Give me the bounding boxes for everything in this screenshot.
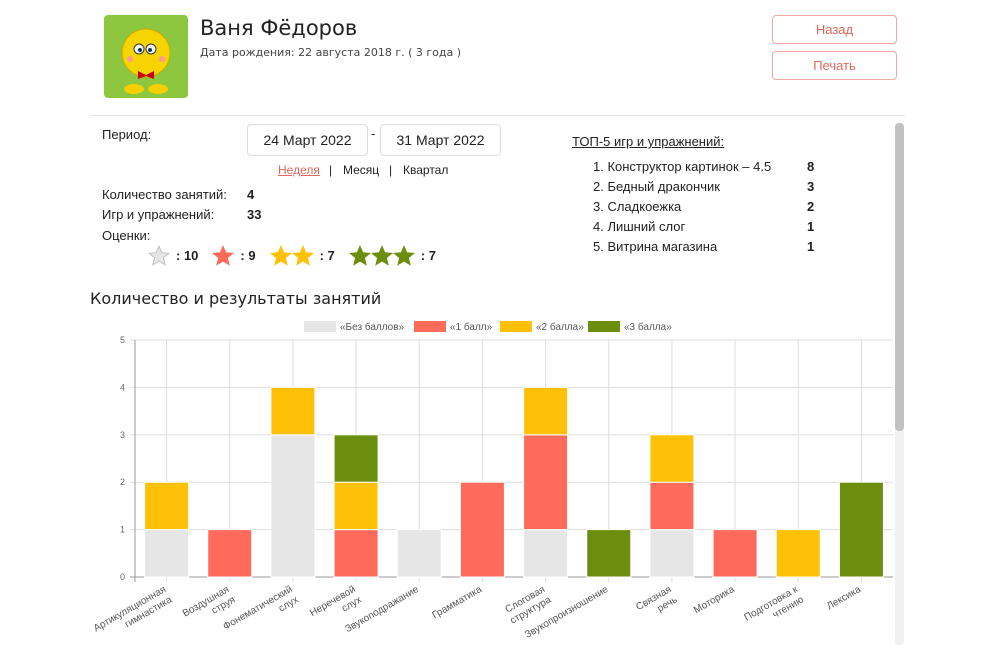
bar-segment [523, 434, 569, 531]
birth-date: Дата рождения: 22 августа 2018 г. ( 3 го… [200, 46, 462, 59]
bar-segment [144, 529, 190, 578]
grade-3-stars: : 7 [348, 245, 436, 266]
list-item: 5. Витрина магазина 1 [593, 239, 815, 254]
y-tick-label: 3 [120, 430, 125, 440]
legend-label: «3 балла» [624, 321, 672, 333]
bar-segment [144, 481, 190, 531]
legend-label: «2 балла» [536, 321, 584, 333]
grade-count: : 7 [319, 248, 335, 263]
grade-0-stars: : 10 [148, 245, 198, 266]
grade-count: : 9 [240, 248, 256, 263]
star-icon [148, 245, 170, 266]
bar-segment [838, 481, 884, 578]
date-from-input[interactable]: 24 Март 2022 [247, 124, 368, 156]
period-label: Период: [102, 127, 152, 142]
list-item: 1. Конструктор картинок – 4.5 8 [593, 159, 815, 174]
bar-segment [333, 481, 379, 531]
grades-summary: : 10 : 9 : 7 : 7 [148, 245, 450, 266]
bar-segment [523, 386, 569, 436]
sessions-value: 4 [247, 187, 255, 202]
y-tick-label: 0 [120, 572, 125, 582]
y-tick-label: 4 [120, 382, 125, 392]
bar-segment [270, 434, 316, 578]
games-value: 33 [247, 207, 262, 222]
chart-title: Количество и результаты занятий [90, 289, 382, 308]
x-tick-label: Фонематическийслух [221, 584, 300, 643]
star-icon [348, 245, 371, 266]
stacked-bar-chart: «Без баллов» «1 балл» «2 балла» «3 балла» 0 1… [92, 321, 893, 645]
period-week-link[interactable]: Неделя [278, 163, 320, 177]
legend-swatch [588, 321, 620, 332]
games-label: Игр и упражнений: [102, 207, 215, 222]
period-month-link[interactable]: Месяц [343, 163, 380, 177]
bar-segment [649, 529, 695, 578]
grades-label: Оценки: [102, 228, 151, 243]
grade-count: : 7 [420, 248, 436, 263]
x-tick-label: Лексика [825, 584, 863, 612]
back-button[interactable]: Назад [772, 15, 897, 44]
x-tick-label: Грамматика [430, 584, 484, 621]
x-tick-label: Связнаяречь [634, 584, 679, 623]
y-tick-label: 5 [120, 335, 125, 345]
star-icon [291, 245, 314, 266]
star-icon [212, 245, 235, 266]
star-icon [269, 245, 292, 266]
star-icon [370, 245, 393, 266]
y-tick-label: 2 [120, 477, 125, 487]
star-icon [392, 245, 415, 266]
bar-segment [775, 529, 821, 578]
bar-segment [649, 434, 695, 483]
date-to-input[interactable]: 31 Март 2022 [380, 124, 501, 156]
bar-segment [459, 481, 505, 578]
x-tick-label: Артикуляционнаягимнастика [92, 584, 175, 645]
list-item: 4. Лишний слог 1 [593, 219, 815, 234]
bar-segment [649, 481, 695, 531]
period-quarter-link[interactable]: Квартал [403, 163, 449, 177]
print-button[interactable]: Печать [772, 51, 897, 80]
top5-title: ТОП-5 игр и упражнений: [572, 134, 725, 149]
grade-2-stars: : 7 [269, 245, 335, 266]
bar-segment [586, 529, 632, 578]
bar-segment [396, 529, 442, 578]
bar-segment [207, 529, 253, 578]
legend-label: «Без баллов» [340, 321, 405, 333]
sessions-label: Количество занятий: [102, 187, 227, 202]
date-separator: - [371, 126, 376, 141]
bar-segment [270, 386, 316, 436]
bar-segment [523, 529, 569, 578]
legend-swatch [414, 321, 446, 332]
scrollbar-thumb[interactable] [895, 123, 904, 431]
bar-segment [333, 434, 379, 483]
smiley-avatar-icon [121, 28, 171, 94]
legend-label: «1 балл» [450, 321, 493, 333]
x-tick-label: Моторика [692, 584, 737, 616]
avatar [104, 15, 188, 98]
grade-1-stars: : 9 [212, 245, 256, 266]
bar-segment [712, 529, 758, 578]
divider [90, 115, 905, 116]
bar-segment [333, 529, 379, 578]
x-tick-label: Подготовка кчтению [742, 584, 806, 634]
legend-swatch [304, 321, 336, 332]
list-item: 3. Сладкоежка 2 [593, 199, 815, 214]
legend-swatch [500, 321, 532, 332]
top5-list: 1. Конструктор картинок – 4.5 8 2. Бедный… [593, 159, 814, 259]
list-item: 2. Бедный дракончик 3 [593, 179, 815, 194]
grade-count: : 10 [176, 248, 199, 263]
child-name: Ваня Фёдоров [200, 16, 358, 40]
y-tick-label: 1 [120, 525, 125, 535]
